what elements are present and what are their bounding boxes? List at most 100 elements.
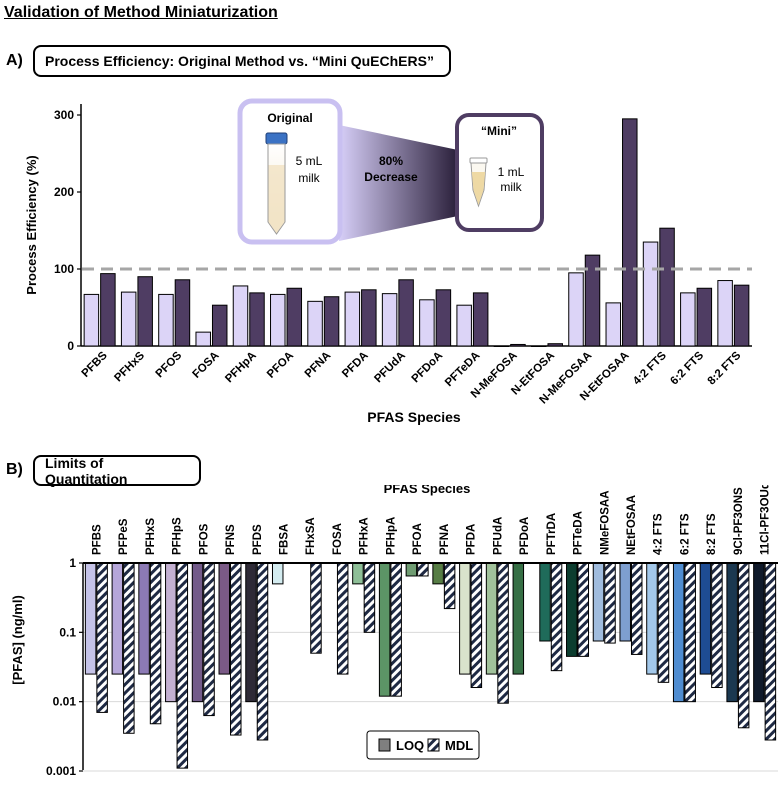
b-x-tick-label: PFDoA — [519, 517, 531, 555]
a-x-tick-label: PFUdA — [372, 350, 408, 386]
b-x-tick-label: NMeFOSAA — [599, 490, 611, 555]
mini-label: “Mini” — [481, 124, 517, 138]
bar-loq-11cl-pf3ouds — [753, 562, 765, 703]
miniaturization-inset: Original 5 mL milk 80% Decrease “Mini” 1… — [237, 98, 544, 245]
b-x-tick-label: PFOA — [412, 523, 424, 555]
a-x-tick-label: PFHpA — [223, 350, 259, 386]
bar-loq-pfoa — [405, 562, 418, 577]
panel-b-heading: Limits of Quantitation — [33, 455, 201, 487]
a-x-tick-label: PFNA — [303, 350, 334, 381]
b-x-tick-label: PFNS — [225, 524, 237, 555]
bar-original-pfteda — [456, 304, 472, 347]
b-x-tick-label: FOSA — [332, 523, 344, 555]
a-x-tick-label: 8:2 FTS — [706, 349, 744, 387]
panel-a-letter: A) — [6, 52, 23, 69]
bar-mdl-pfhpa — [390, 562, 402, 697]
bar-loq-pfuda — [485, 562, 498, 675]
bar-mini-n-mefosaa — [584, 254, 601, 347]
bar-original-pfda — [344, 291, 361, 347]
a-x-tick-label: PFDA — [340, 350, 371, 381]
b-x-tick-label: PFUdA — [492, 517, 504, 555]
bar-original-pfos — [158, 293, 174, 347]
bar-mdl-6-2-fts — [684, 562, 696, 703]
b-x-tick-label: PFNA — [439, 524, 451, 555]
panel-b-letter: B) — [6, 461, 23, 478]
b-x-tick-label: PFDS — [252, 524, 264, 555]
bar-mini-n-mefosa — [510, 343, 526, 347]
b-x-tick-label: PFTeDA — [573, 511, 585, 555]
bar-original-4-2-fts — [642, 241, 659, 347]
b-x-tick-label: PFPeS — [118, 518, 130, 555]
bar-original-pfbs — [83, 293, 100, 347]
bar-original-fosa — [195, 331, 211, 347]
bar-original-pfhxs — [120, 291, 137, 347]
a-y-tick-label: 0 — [67, 339, 74, 353]
b-y-tick-label: 0.001 — [46, 764, 76, 778]
bar-mini-pfhpa — [249, 292, 265, 347]
panel-a-heading: Process Efficiency: Original Method vs. … — [33, 45, 451, 77]
bar-mdl-pfds — [256, 562, 269, 741]
bar-loq-netfosaa — [619, 562, 631, 642]
bar-loq-pfna — [432, 562, 444, 585]
b-x-tick-label: PFBS — [91, 524, 103, 555]
b-x-tick-label: FBSA — [278, 524, 290, 555]
bar-original-pfoa — [270, 293, 286, 347]
bar-mdl-pfteda — [577, 562, 590, 657]
bar-loq-pfhpa — [378, 562, 391, 697]
b-x-tick-label: 11Cl-PF3OUdS — [760, 485, 772, 555]
a-x-tick-label: PFOS — [154, 349, 185, 380]
bar-mdl-pfhxa — [363, 562, 376, 633]
legend-mdl-label: MDL — [445, 738, 473, 753]
bar-mini-6-2-fts — [696, 287, 713, 347]
bar-mdl-pfpes — [123, 562, 135, 734]
bar-mdl-pfhxs — [149, 562, 162, 725]
mini-volume: 1 mL — [498, 165, 525, 179]
mini-matrix: milk — [500, 180, 522, 194]
decrease-arrow — [339, 125, 458, 241]
a-y-axis-label: Process Efficiency (%) — [24, 155, 39, 294]
bar-mdl-pfda — [470, 562, 483, 689]
bar-mdl-4-2-fts — [657, 562, 670, 683]
b-y-tick-label: 0.1 — [59, 625, 76, 639]
b-x-tick-label: PFHxA — [359, 517, 371, 555]
bar-loq-pfpes — [111, 562, 124, 675]
bar-original-8-2-fts — [717, 280, 733, 347]
bar-loq-pfhps — [165, 562, 177, 703]
bar-mini-pfda — [361, 289, 377, 347]
b-x-tick-label: NEtFOSAA — [626, 495, 638, 555]
bar-mini-pfoa — [286, 287, 303, 347]
b-x-tick-label: 4:2 FTS — [653, 513, 665, 555]
bar-loq-nmefosaa — [592, 562, 605, 642]
b-y-axis-label: [PFAS] (ng/ml) — [10, 595, 25, 685]
limits-of-quantitation-chart: PFAS Species [PFAS] (ng/ml) PFBS PFPeS PFH… — [10, 485, 778, 778]
a-x-tick-label: PFBS — [80, 349, 110, 379]
original-volume: 5 mL — [296, 154, 323, 168]
bar-mdl-pfos — [203, 562, 215, 717]
bar-loq-8-2-fts — [699, 562, 712, 675]
centrifuge-tube-50ml-icon — [265, 132, 288, 235]
bar-loq-pfbs — [84, 562, 97, 675]
b-x-tick-label: PFHpA — [385, 517, 397, 555]
bar-original-n-mefosaa — [568, 272, 584, 347]
bar-loq-pfdoa — [512, 562, 525, 675]
bar-original-6-2-fts — [680, 292, 696, 347]
legend-loq-label: LOQ — [396, 738, 424, 753]
bar-mdl-9cl-pf3ons — [737, 562, 750, 729]
b-y-tick-label: 1 — [69, 556, 76, 570]
bar-mdl-pfbs — [96, 562, 108, 713]
b-x-tick-label: 6:2 FTS — [679, 513, 691, 555]
bar-loq-pfda — [459, 562, 471, 675]
bar-mdl-8-2-fts — [711, 562, 723, 689]
bar-mdl-pfna — [443, 562, 456, 610]
bar-mini-4-2-fts — [659, 227, 675, 347]
bar-original-n-mefosa — [493, 345, 510, 347]
legend-loq-swatch — [378, 738, 391, 752]
bar-loq-pfteda — [566, 562, 578, 657]
b-x-tick-label: PFHxS — [145, 518, 157, 555]
a-x-tick-label: 4:2 FTS — [631, 349, 669, 387]
legend: LOQ MDL — [366, 730, 480, 760]
original-matrix: milk — [298, 171, 320, 185]
original-label: Original — [267, 111, 312, 125]
process-efficiency-chart: 0 100 200 300 PFBS PFHxS PFOS FOSA PFHpA PFOA PFN… — [24, 98, 752, 425]
b-x-tick-label: PFHpS — [172, 517, 184, 555]
